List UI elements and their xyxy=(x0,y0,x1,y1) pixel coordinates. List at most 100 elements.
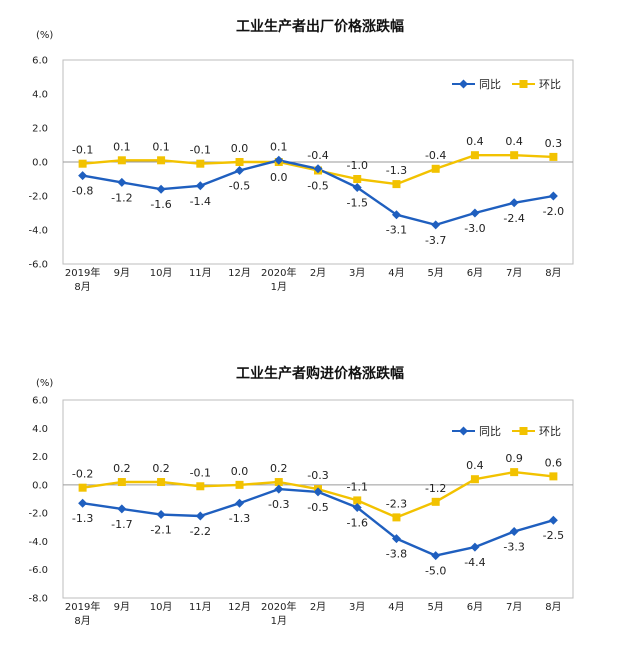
y-tick-label: -4.0 xyxy=(28,226,48,237)
data-label-mom: 0.2 xyxy=(152,462,170,475)
chart-purchase-price: 工业生产者购进价格涨跌幅 (%) 6.0 4.0 2.0 0.0 -2.0 -4.0 -6.… xyxy=(28,365,574,627)
data-label-mom: -1.2 xyxy=(425,482,446,495)
legend: 同比 环比 xyxy=(452,425,561,438)
data-point-yoy xyxy=(391,534,401,544)
y-tick-label: 2.0 xyxy=(32,124,48,135)
data-point-mom xyxy=(235,158,244,166)
y-tick-label: -8.0 xyxy=(28,594,48,605)
x-tick-label: 4月 xyxy=(388,601,404,613)
x-tick-label-line2: 1月 xyxy=(271,281,287,293)
legend-label-yoy: 同比 xyxy=(479,78,501,91)
x-tick-label: 8月 xyxy=(545,601,561,613)
data-point-yoy xyxy=(470,208,480,218)
data-label-yoy: 0.1 xyxy=(270,140,288,153)
data-label-mom: 0.9 xyxy=(505,452,523,465)
data-point-mom xyxy=(235,480,244,489)
chart-ex-factory-price: 工业生产者出厂价格涨跌幅 (%) 6.0 4.0 2.0 0.0 -2.0 -4.0 -6.… xyxy=(28,18,574,293)
y-tick-label: -6.0 xyxy=(28,565,48,576)
data-point-yoy xyxy=(117,504,127,514)
data-label-mom: 0.4 xyxy=(466,135,484,148)
data-point-yoy xyxy=(431,220,441,230)
data-point-mom xyxy=(392,180,401,189)
data-label-yoy: -1.4 xyxy=(190,195,211,208)
data-point-mom xyxy=(353,175,362,183)
y-tick-label: 6.0 xyxy=(32,56,48,67)
data-point-mom xyxy=(431,164,440,173)
x-tick-label: 12月 xyxy=(228,267,251,279)
data-point-yoy xyxy=(313,487,323,497)
data-point-mom xyxy=(353,496,362,505)
x-tick-label: 2019年 xyxy=(65,600,100,613)
data-label-yoy: -2.4 xyxy=(503,212,524,225)
legend-label-mom: 环比 xyxy=(539,425,561,438)
data-label-mom: -2.3 xyxy=(386,497,407,510)
data-label-yoy: -3.8 xyxy=(386,548,407,561)
y-tick-label: 6.0 xyxy=(32,396,48,407)
data-point-mom xyxy=(196,482,205,491)
data-label-yoy: -4.4 xyxy=(464,556,485,569)
x-tick-label: 10月 xyxy=(150,267,173,279)
data-label-mom: 0.2 xyxy=(270,462,288,475)
data-point-yoy xyxy=(509,198,519,208)
x-tick-label: 6月 xyxy=(467,601,483,613)
data-point-yoy xyxy=(274,155,284,165)
data-label-yoy: -3.7 xyxy=(425,234,446,247)
data-label-mom: 0.2 xyxy=(113,462,131,475)
x-tick-label-line2: 1月 xyxy=(271,615,287,627)
data-label-yoy: -3.0 xyxy=(464,222,485,235)
data-label-yoy: -0.4 xyxy=(307,149,328,162)
legend-marker-mom xyxy=(519,427,528,435)
data-label-mom: -0.1 xyxy=(72,144,93,157)
data-label-yoy: -2.2 xyxy=(190,525,211,538)
data-point-yoy xyxy=(235,166,245,175)
legend-marker-mom xyxy=(519,80,528,88)
data-point-mom xyxy=(549,472,558,481)
data-point-mom xyxy=(78,159,87,168)
y-tick-label: 4.0 xyxy=(32,90,48,101)
data-label-yoy: -0.5 xyxy=(307,501,328,514)
x-tick-label: 11月 xyxy=(189,267,212,279)
data-label-mom: 0.4 xyxy=(505,135,523,148)
data-label-yoy: -0.3 xyxy=(268,498,289,511)
data-label-yoy: -1.7 xyxy=(111,518,132,531)
data-point-yoy xyxy=(509,527,519,537)
x-tick-label: 2020年 xyxy=(261,600,296,613)
x-tick-label: 2月 xyxy=(310,601,326,613)
y-unit-label: (%) xyxy=(36,30,53,41)
data-point-mom xyxy=(117,478,126,487)
data-point-mom xyxy=(510,151,519,160)
y-tick-label: -2.0 xyxy=(28,509,48,520)
x-tick-label: 3月 xyxy=(349,601,365,613)
data-label-mom: -0.5 xyxy=(307,180,328,193)
chart-title: 工业生产者出厂价格涨跌幅 xyxy=(236,18,404,35)
data-label-mom: -0.3 xyxy=(307,469,328,482)
data-label-mom: -0.1 xyxy=(190,144,211,157)
data-point-yoy xyxy=(235,498,245,508)
data-point-mom xyxy=(196,159,205,168)
data-label-mom: -1.3 xyxy=(386,164,407,177)
data-point-yoy xyxy=(78,171,88,181)
data-label-mom: -0.4 xyxy=(425,149,446,162)
data-label-mom: 0.4 xyxy=(466,459,484,472)
data-label-mom: 0.1 xyxy=(152,140,170,153)
data-label-yoy: -0.8 xyxy=(72,185,93,198)
data-label-mom: -1.1 xyxy=(346,480,367,493)
y-unit-label: (%) xyxy=(36,378,53,389)
data-label-yoy: -2.1 xyxy=(150,524,171,537)
data-point-mom xyxy=(157,478,166,487)
x-tick-label: 3月 xyxy=(349,267,365,279)
data-label-mom: 0.3 xyxy=(545,137,563,150)
data-point-mom xyxy=(392,513,401,522)
data-label-mom: 0.0 xyxy=(231,142,249,155)
data-point-mom xyxy=(431,497,440,506)
x-tick-label: 5月 xyxy=(428,267,444,279)
data-point-yoy xyxy=(352,183,362,192)
data-label-mom: 0.1 xyxy=(113,140,131,153)
data-label-mom: 0.6 xyxy=(545,456,563,469)
x-tick-label: 11月 xyxy=(189,601,212,613)
data-point-mom xyxy=(470,151,479,160)
legend-marker-yoy xyxy=(459,426,468,436)
data-point-yoy xyxy=(156,184,166,194)
x-tick-label: 7月 xyxy=(506,601,522,613)
